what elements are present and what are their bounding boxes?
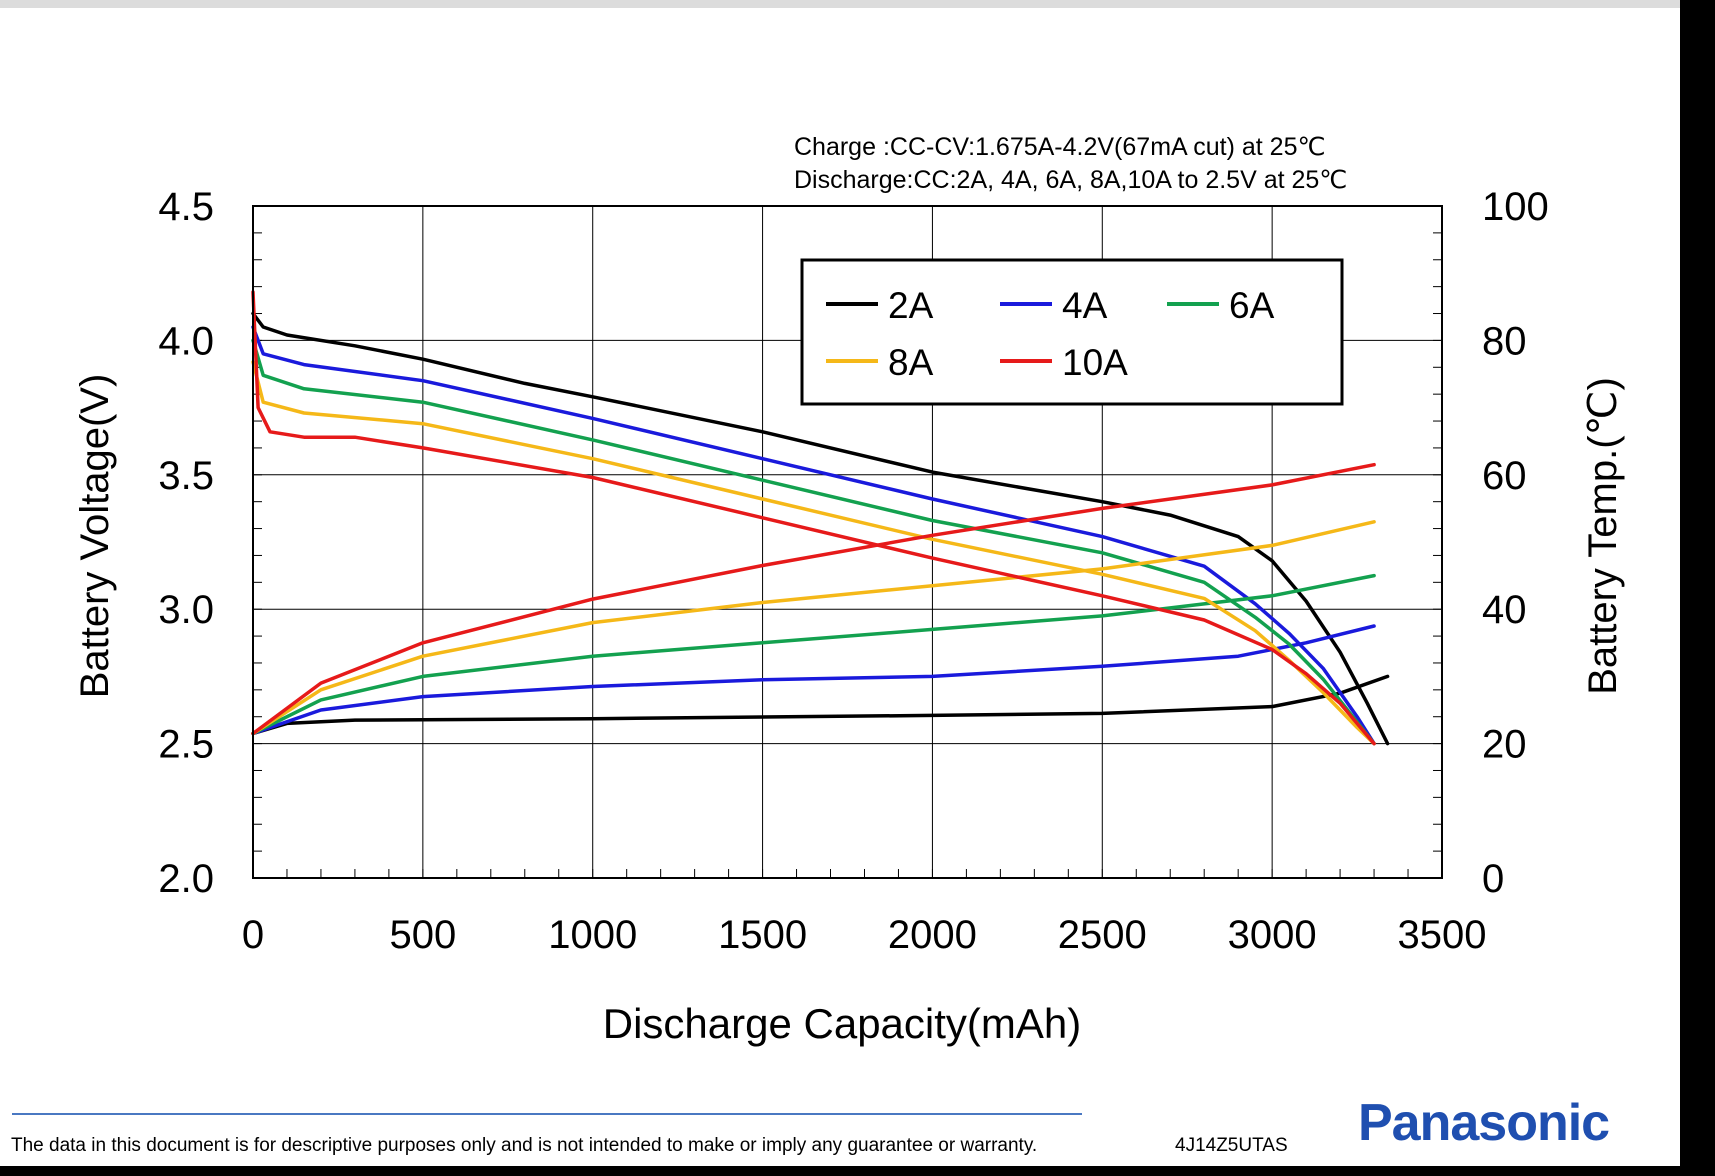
curves	[251, 290, 1390, 746]
legend-label-4A: 4A	[1062, 285, 1108, 326]
voltage-curve-2A	[251, 311, 1390, 746]
x-tick-label: 1000	[548, 913, 637, 957]
datasheet-page: 0 500 1000 1500 2000 2500 3000 3500 2.0 2.5 3.0 3.…	[0, 0, 1680, 1166]
legend-label-8A: 8A	[888, 342, 934, 383]
document-code: 4J14Z5UTAS	[1175, 1135, 1288, 1156]
x-tick-label: 0	[242, 913, 264, 957]
y-tick-label: 3.0	[158, 588, 214, 632]
footer-divider	[12, 1113, 1082, 1115]
temp-curve-2A	[251, 674, 1390, 736]
plot-area	[252, 205, 1443, 879]
panasonic-logo: Panasonic	[1358, 1094, 1610, 1152]
y2-axis-label: Battery Temp.(℃)	[1581, 377, 1625, 695]
discharge-chart: 0 500 1000 1500 2000 2500 3000 3500 2.02.53.03.…	[73, 133, 1625, 1047]
disclaimer-text: The data in this document is for descrip…	[11, 1135, 1038, 1156]
x-tick-label: 3500	[1398, 913, 1487, 957]
y2-tick-label: 20	[1482, 723, 1527, 767]
x-tick-label: 500	[389, 913, 456, 957]
voltage-curve-8A	[251, 360, 1376, 746]
temp-curve-10A	[251, 462, 1376, 736]
voltage-curve-4A	[251, 325, 1376, 746]
x-axis-label: Discharge Capacity(mAh)	[603, 1000, 1082, 1047]
window-top-bar	[0, 0, 1680, 8]
temp-curve-6A	[251, 573, 1376, 736]
y-tick-label: 4.0	[158, 319, 214, 363]
x-tick-label: 2500	[1058, 913, 1147, 957]
legend-label-2A: 2A	[888, 285, 934, 326]
y2-tick-label: 80	[1482, 319, 1527, 363]
legend: 2A 4A 6A 8A 10A	[800, 258, 1344, 406]
legend-label-10A: 10A	[1062, 342, 1128, 383]
y-tick-label: 4.5	[158, 185, 214, 229]
y-tick-label: 2.5	[158, 723, 214, 767]
y2-tick-label: 60	[1482, 454, 1527, 498]
voltage-curve-6A	[251, 338, 1376, 746]
y-axis-label: Battery Voltage(V)	[73, 374, 117, 699]
condition-discharge: Discharge:CC:2A, 4A, 6A, 8A,10A to 2.5V …	[794, 166, 1347, 194]
legend-label-6A: 6A	[1229, 285, 1275, 326]
x-axis-ticks: 0 500 1000 1500 2000 2500 3000 3500	[242, 913, 1487, 957]
y2-tick-label: 40	[1482, 588, 1527, 632]
y-tick-label: 3.5	[158, 454, 214, 498]
y2-tick-label: 0	[1482, 857, 1504, 901]
x-tick-label: 2000	[888, 913, 977, 957]
y-tick-label: 2.0	[158, 857, 214, 901]
y2-axis-ticks: 0 20 40 60 80 100	[1482, 185, 1549, 901]
condition-charge: Charge :CC-CV:1.675A-4.2V(67mA cut) at 2…	[794, 133, 1326, 161]
x-tick-label: 1500	[718, 913, 807, 957]
y-axis-ticks: 2.0 2.5 3.0 3.5 4.0 4.5	[158, 185, 214, 901]
voltage-curve-10A	[251, 290, 1376, 746]
y2-tick-label: 100	[1482, 185, 1549, 229]
temp-curve-8A	[251, 520, 1376, 736]
x-tick-label: 3000	[1228, 913, 1317, 957]
legend-box	[800, 258, 1344, 406]
